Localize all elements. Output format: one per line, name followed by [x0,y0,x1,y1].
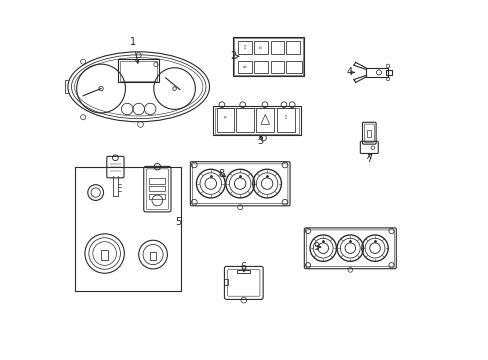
Bar [223,279,227,285]
Text: 9: 9 [312,242,319,252]
Text: 6: 6 [240,262,246,272]
Text: 1: 1 [130,37,136,47]
Bar [286,60,301,73]
Bar [366,130,371,137]
Bar [150,252,156,260]
Text: 3: 3 [257,136,263,146]
Text: 4: 4 [346,67,351,77]
Bar [254,41,267,54]
Bar [120,61,157,81]
Text: ぶ: ぶ [244,46,246,50]
Bar [276,108,294,132]
Text: 8: 8 [218,168,224,179]
Text: k/o: k/o [259,46,263,50]
Text: w/o: w/o [243,65,247,69]
Bar [270,41,284,54]
Bar [286,41,300,54]
Bar [101,250,108,260]
Bar [238,60,251,73]
Text: 7: 7 [366,154,372,164]
Bar [256,108,274,132]
Bar [386,69,391,75]
Bar [236,108,254,132]
Bar [237,270,250,273]
Bar [75,167,181,291]
Text: ⬜: ⬜ [284,115,286,119]
Bar [118,59,159,82]
Text: 5: 5 [175,217,181,227]
Text: 2: 2 [229,51,236,61]
Bar [270,60,284,73]
Bar [238,41,251,54]
Bar [366,68,387,77]
Bar [254,60,267,73]
Bar [149,186,165,192]
Bar [213,107,300,135]
Bar [149,194,165,199]
Text: ρσ: ρσ [224,115,227,119]
Bar [214,108,299,134]
Bar [216,108,234,132]
Bar [149,178,165,184]
